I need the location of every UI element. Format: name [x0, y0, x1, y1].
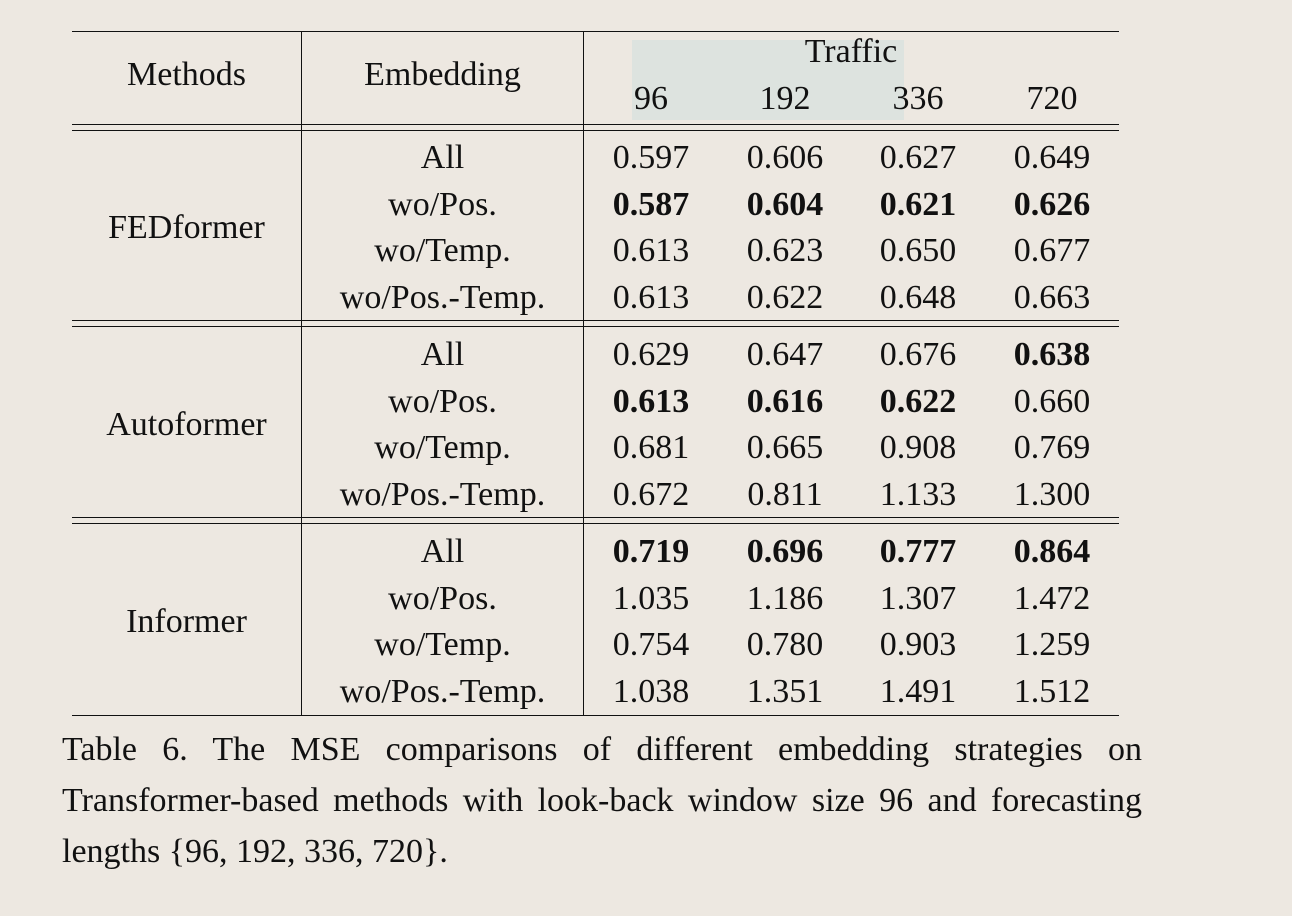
header-double-rule-top: [72, 124, 1119, 125]
header-double-rule-bottom: [72, 130, 1119, 131]
embedding-label: All: [420, 533, 465, 570]
method-label: FEDformer: [108, 209, 265, 247]
mse-value-cell: 0.665: [746, 429, 824, 467]
mse-value-cell: 0.864: [1013, 533, 1091, 570]
embedding-label: All: [420, 336, 465, 373]
mse-value-cell: 1.259: [1013, 626, 1091, 664]
mse-value-cell: 1.472: [1013, 579, 1091, 617]
mse-value-cell: 0.719: [612, 533, 690, 570]
embedding-label: wo/Pos.-Temp.: [339, 673, 546, 711]
column-divider-2: [583, 31, 584, 716]
method-label: Autoformer: [106, 406, 267, 444]
mse-value-cell: 0.616: [746, 382, 824, 420]
mse-value-cell: 0.638: [1013, 336, 1091, 373]
mse-value-cell: 1.038: [612, 673, 690, 711]
group1-double-rule-bottom: [72, 326, 1119, 327]
mse-value-cell: 0.696: [746, 533, 824, 570]
mse-value-cell: 1.186: [746, 579, 824, 617]
mse-value-cell: 0.676: [879, 336, 957, 373]
mse-value-cell: 0.681: [612, 429, 690, 467]
mse-value-cell: 0.811: [747, 476, 823, 514]
group2-double-rule-bottom: [72, 523, 1119, 524]
mse-value-cell: 0.903: [879, 626, 957, 664]
mse-value-cell: 0.621: [879, 185, 957, 223]
mse-value-cell: 0.623: [746, 232, 824, 270]
horizon-header: 96: [634, 80, 668, 117]
embedding-label: wo/Temp.: [374, 429, 511, 467]
mse-value-cell: 0.672: [612, 476, 690, 514]
mse-value-cell: 1.133: [879, 476, 957, 514]
mse-value-cell: 1.512: [1013, 673, 1091, 711]
mse-value-cell: 0.649: [1013, 139, 1091, 176]
mse-value-cell: 1.351: [746, 673, 824, 711]
group2-double-rule-top: [72, 517, 1119, 518]
header-highlight: [632, 40, 904, 120]
mse-value-cell: 0.604: [746, 185, 824, 223]
embedding-label: All: [420, 139, 465, 176]
mse-value-cell: 0.613: [612, 232, 690, 270]
mse-value-cell: 0.613: [612, 279, 690, 317]
mse-value-cell: 1.307: [879, 579, 957, 617]
mse-value-cell: 0.613: [612, 382, 690, 420]
mse-value-cell: 0.677: [1013, 232, 1091, 270]
mse-value-cell: 0.587: [612, 185, 690, 223]
embedding-label: wo/Pos.: [388, 579, 497, 617]
mse-value-cell: 1.035: [612, 579, 690, 617]
mse-value-cell: 0.660: [1013, 382, 1091, 420]
embedding-label: wo/Pos.-Temp.: [339, 279, 546, 317]
mse-value-cell: 0.629: [612, 336, 690, 373]
group1-double-rule-top: [72, 320, 1119, 321]
header-methods: Methods: [127, 56, 246, 93]
header-embedding: Embedding: [364, 56, 521, 93]
mse-value-cell: 0.650: [879, 232, 957, 270]
method-label: Informer: [126, 603, 247, 641]
mse-value-cell: 0.769: [1013, 429, 1091, 467]
mse-value-cell: 0.648: [879, 279, 957, 317]
mse-value-cell: 0.754: [612, 626, 690, 664]
mse-value-cell: 0.606: [746, 139, 824, 176]
mse-value-cell: 0.663: [1013, 279, 1091, 317]
horizon-header: 720: [1026, 80, 1078, 117]
mse-value-cell: 0.647: [746, 336, 824, 373]
table-caption: Table 6. The MSE comparisons of differen…: [62, 731, 1142, 870]
top-rule: [72, 31, 1119, 32]
embedding-label: wo/Temp.: [374, 626, 511, 664]
mse-value-cell: 1.300: [1013, 476, 1091, 514]
mse-value-cell: 0.627: [879, 139, 957, 176]
mse-value-cell: 0.597: [612, 139, 690, 176]
mse-value-cell: 0.622: [746, 279, 824, 317]
horizon-header: 336: [892, 80, 944, 117]
horizon-header: 192: [759, 80, 811, 117]
mse-value-cell: 0.626: [1013, 185, 1091, 223]
embedding-label: wo/Pos.: [388, 382, 497, 420]
embedding-label: wo/Pos.-Temp.: [339, 476, 546, 514]
header-dataset: Traffic: [804, 33, 898, 70]
column-divider-1: [301, 31, 302, 716]
mse-value-cell: 0.622: [879, 382, 957, 420]
bottom-rule: [72, 715, 1119, 716]
mse-value-cell: 0.908: [879, 429, 957, 467]
embedding-label: wo/Temp.: [374, 232, 511, 270]
mse-value-cell: 0.780: [746, 626, 824, 664]
mse-value-cell: 1.491: [879, 673, 957, 711]
mse-value-cell: 0.777: [879, 533, 957, 570]
embedding-label: wo/Pos.: [388, 185, 497, 223]
